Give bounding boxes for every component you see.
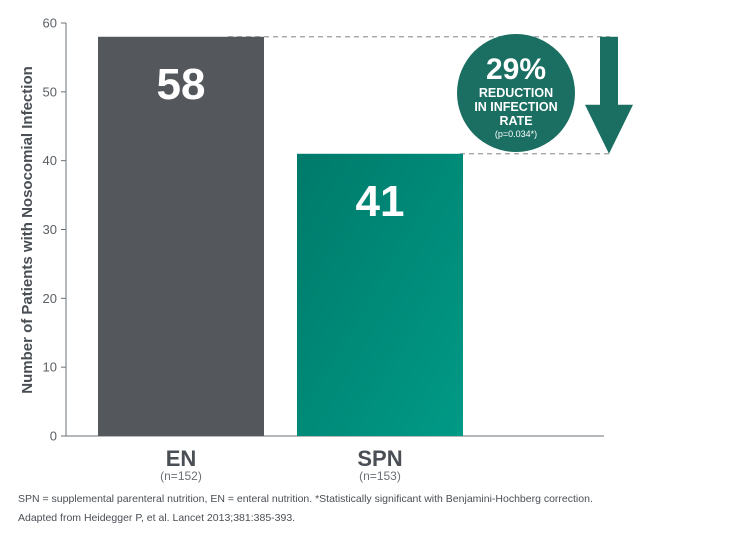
category-label-spn: SPN xyxy=(357,446,402,471)
bars: 58 EN(n=152) 41 SPN(n=153) xyxy=(98,36,463,483)
footnote-source: Adapted from Heidegger P, et al. Lancet … xyxy=(18,512,296,524)
reduction-text-line: IN INFECTION xyxy=(474,100,557,114)
footnote-definitions: SPN = supplemental parenteral nutrition,… xyxy=(18,493,593,505)
category-note-en: (n=152) xyxy=(160,469,202,483)
y-tick-label: 0 xyxy=(50,429,57,444)
y-tick-label: 20 xyxy=(43,291,57,306)
category-label-en: EN xyxy=(166,446,197,471)
bar-spn xyxy=(297,153,463,437)
y-tick-label: 10 xyxy=(43,360,57,375)
bar-value-label-spn: 41 xyxy=(356,177,405,226)
arrow-shaft xyxy=(600,36,618,106)
bar-en xyxy=(98,36,264,437)
reduction-badge xyxy=(457,34,575,152)
category-note-spn: (n=153) xyxy=(359,469,401,483)
reduction-text-line: RATE xyxy=(499,114,532,128)
y-tick-label: 50 xyxy=(43,84,57,99)
y-tick-label: 60 xyxy=(43,16,57,31)
reduction-text-line: REDUCTION xyxy=(479,86,553,100)
y-tick-label: 40 xyxy=(43,153,57,168)
y-tick-label: 30 xyxy=(43,222,57,237)
arrow-down-icon xyxy=(585,104,633,154)
bar-value-label-en: 58 xyxy=(157,60,206,109)
y-axis-label: Number of Patients with Nosocomial Infec… xyxy=(19,66,36,394)
reduction-percent: 29% xyxy=(486,53,546,86)
p-value: (p=0.034*) xyxy=(495,129,537,139)
